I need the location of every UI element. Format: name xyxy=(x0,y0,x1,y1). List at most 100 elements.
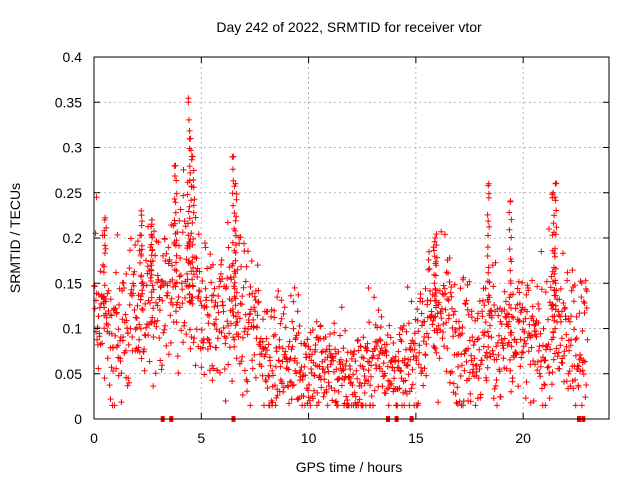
data-point xyxy=(154,302,161,309)
data-point xyxy=(365,285,372,291)
data-point xyxy=(435,399,442,406)
data-point xyxy=(210,365,217,372)
data-point xyxy=(442,306,449,313)
data-point xyxy=(556,365,563,372)
data-point xyxy=(192,214,199,221)
data-point xyxy=(192,362,199,369)
data-point xyxy=(290,381,297,388)
data-point xyxy=(148,241,155,248)
data-point xyxy=(288,396,295,403)
data-point xyxy=(385,402,392,409)
data-point xyxy=(162,322,168,329)
data-point xyxy=(583,288,590,294)
data-point xyxy=(138,251,145,258)
data-point xyxy=(114,342,121,349)
data-point xyxy=(188,183,195,190)
data-point xyxy=(242,278,249,285)
data-point xyxy=(575,363,582,370)
data-point xyxy=(246,291,253,298)
data-point xyxy=(269,367,276,374)
data-point xyxy=(177,272,184,279)
data-point xyxy=(507,280,514,287)
data-point xyxy=(491,385,498,392)
data-point xyxy=(395,348,402,355)
data-point xyxy=(337,332,344,339)
data-point xyxy=(534,358,541,365)
data-point xyxy=(223,283,230,290)
data-point xyxy=(464,281,471,288)
data-point xyxy=(506,301,513,308)
data-point xyxy=(229,262,236,269)
data-point xyxy=(161,236,168,243)
data-point xyxy=(358,383,365,389)
data-point xyxy=(208,279,215,286)
data-point xyxy=(153,299,159,306)
data-point xyxy=(366,319,373,326)
data-point xyxy=(163,250,170,257)
data-point xyxy=(515,278,522,285)
data-point xyxy=(190,264,196,271)
data-point xyxy=(133,324,140,331)
data-point xyxy=(374,355,381,362)
data-point xyxy=(468,314,475,321)
data-point xyxy=(569,267,576,274)
data-point xyxy=(279,380,285,387)
data-point xyxy=(220,302,226,309)
data-point xyxy=(564,269,571,276)
data-point xyxy=(137,293,144,300)
data-point xyxy=(230,166,236,173)
data-point xyxy=(131,307,138,313)
data-point xyxy=(100,269,107,276)
data-point xyxy=(282,348,289,355)
data-point xyxy=(553,224,560,231)
data-point xyxy=(506,226,513,233)
data-point xyxy=(190,202,197,209)
data-point xyxy=(446,279,453,285)
data-point xyxy=(578,294,585,301)
data-point xyxy=(267,357,273,364)
data-point xyxy=(402,388,409,394)
data-point xyxy=(564,277,571,284)
data-point xyxy=(122,311,129,318)
data-point xyxy=(146,358,153,365)
data-point xyxy=(138,246,145,253)
data-point xyxy=(173,190,180,197)
data-point xyxy=(203,304,210,310)
data-point xyxy=(249,365,256,372)
data-point xyxy=(340,367,347,374)
data-point xyxy=(289,382,296,389)
y-tick-label: 0.25 xyxy=(55,185,82,201)
data-point xyxy=(540,354,546,361)
data-point xyxy=(206,367,213,374)
data-point xyxy=(233,213,240,220)
data-point xyxy=(205,336,212,343)
data-point xyxy=(539,342,546,349)
data-point xyxy=(202,240,208,247)
data-point xyxy=(126,379,132,386)
data-point xyxy=(458,362,465,369)
data-point xyxy=(500,345,507,352)
data-point xyxy=(189,276,196,283)
data-point xyxy=(198,364,205,371)
data-point xyxy=(507,367,514,374)
data-point xyxy=(461,350,468,357)
data-point xyxy=(231,225,238,232)
data-point xyxy=(409,337,416,344)
data-point xyxy=(292,355,298,362)
x-tick-label: 0 xyxy=(90,430,98,446)
data-point xyxy=(101,304,108,311)
data-point xyxy=(135,344,142,351)
data-point xyxy=(225,361,232,368)
data-point xyxy=(571,282,578,289)
data-point xyxy=(255,298,262,305)
data-point xyxy=(115,326,122,333)
data-point xyxy=(442,231,448,238)
data-point xyxy=(125,375,132,382)
data-point xyxy=(177,206,184,213)
data-point xyxy=(258,363,265,370)
data-point xyxy=(406,388,413,395)
data-point xyxy=(120,334,127,340)
data-point xyxy=(506,246,513,253)
data-point xyxy=(112,305,119,312)
data-point xyxy=(148,216,155,223)
